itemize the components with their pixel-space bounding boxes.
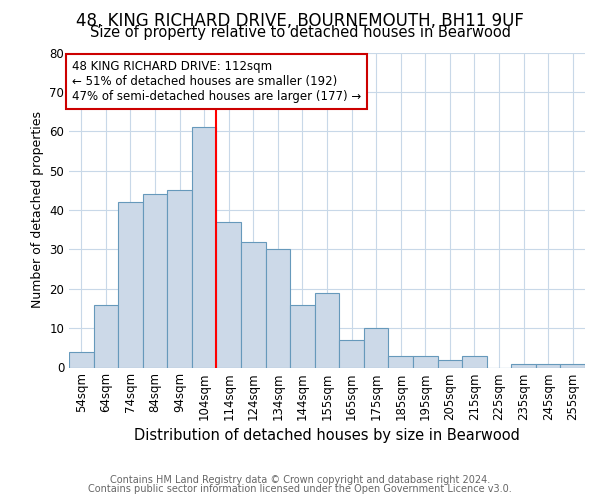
Bar <box>143 194 167 368</box>
Bar <box>118 202 143 368</box>
Text: 48, KING RICHARD DRIVE, BOURNEMOUTH, BH11 9UF: 48, KING RICHARD DRIVE, BOURNEMOUTH, BH1… <box>76 12 524 30</box>
Bar <box>241 242 266 368</box>
Bar <box>511 364 536 368</box>
Bar <box>266 250 290 368</box>
Bar <box>462 356 487 368</box>
Text: 48 KING RICHARD DRIVE: 112sqm
← 51% of detached houses are smaller (192)
47% of : 48 KING RICHARD DRIVE: 112sqm ← 51% of d… <box>71 60 361 104</box>
Bar <box>315 292 339 368</box>
Bar <box>94 304 118 368</box>
Bar <box>536 364 560 368</box>
X-axis label: Distribution of detached houses by size in Bearwood: Distribution of detached houses by size … <box>134 428 520 444</box>
Bar <box>290 304 315 368</box>
Bar <box>217 222 241 368</box>
Bar <box>167 190 192 368</box>
Bar <box>388 356 413 368</box>
Bar <box>560 364 585 368</box>
Bar <box>192 128 217 368</box>
Text: Contains public sector information licensed under the Open Government Licence v3: Contains public sector information licen… <box>88 484 512 494</box>
Bar <box>413 356 437 368</box>
Bar <box>364 328 388 368</box>
Bar <box>437 360 462 368</box>
Bar <box>69 352 94 368</box>
Y-axis label: Number of detached properties: Number of detached properties <box>31 112 44 308</box>
Text: Contains HM Land Registry data © Crown copyright and database right 2024.: Contains HM Land Registry data © Crown c… <box>110 475 490 485</box>
Bar <box>339 340 364 367</box>
Text: Size of property relative to detached houses in Bearwood: Size of property relative to detached ho… <box>89 25 511 40</box>
